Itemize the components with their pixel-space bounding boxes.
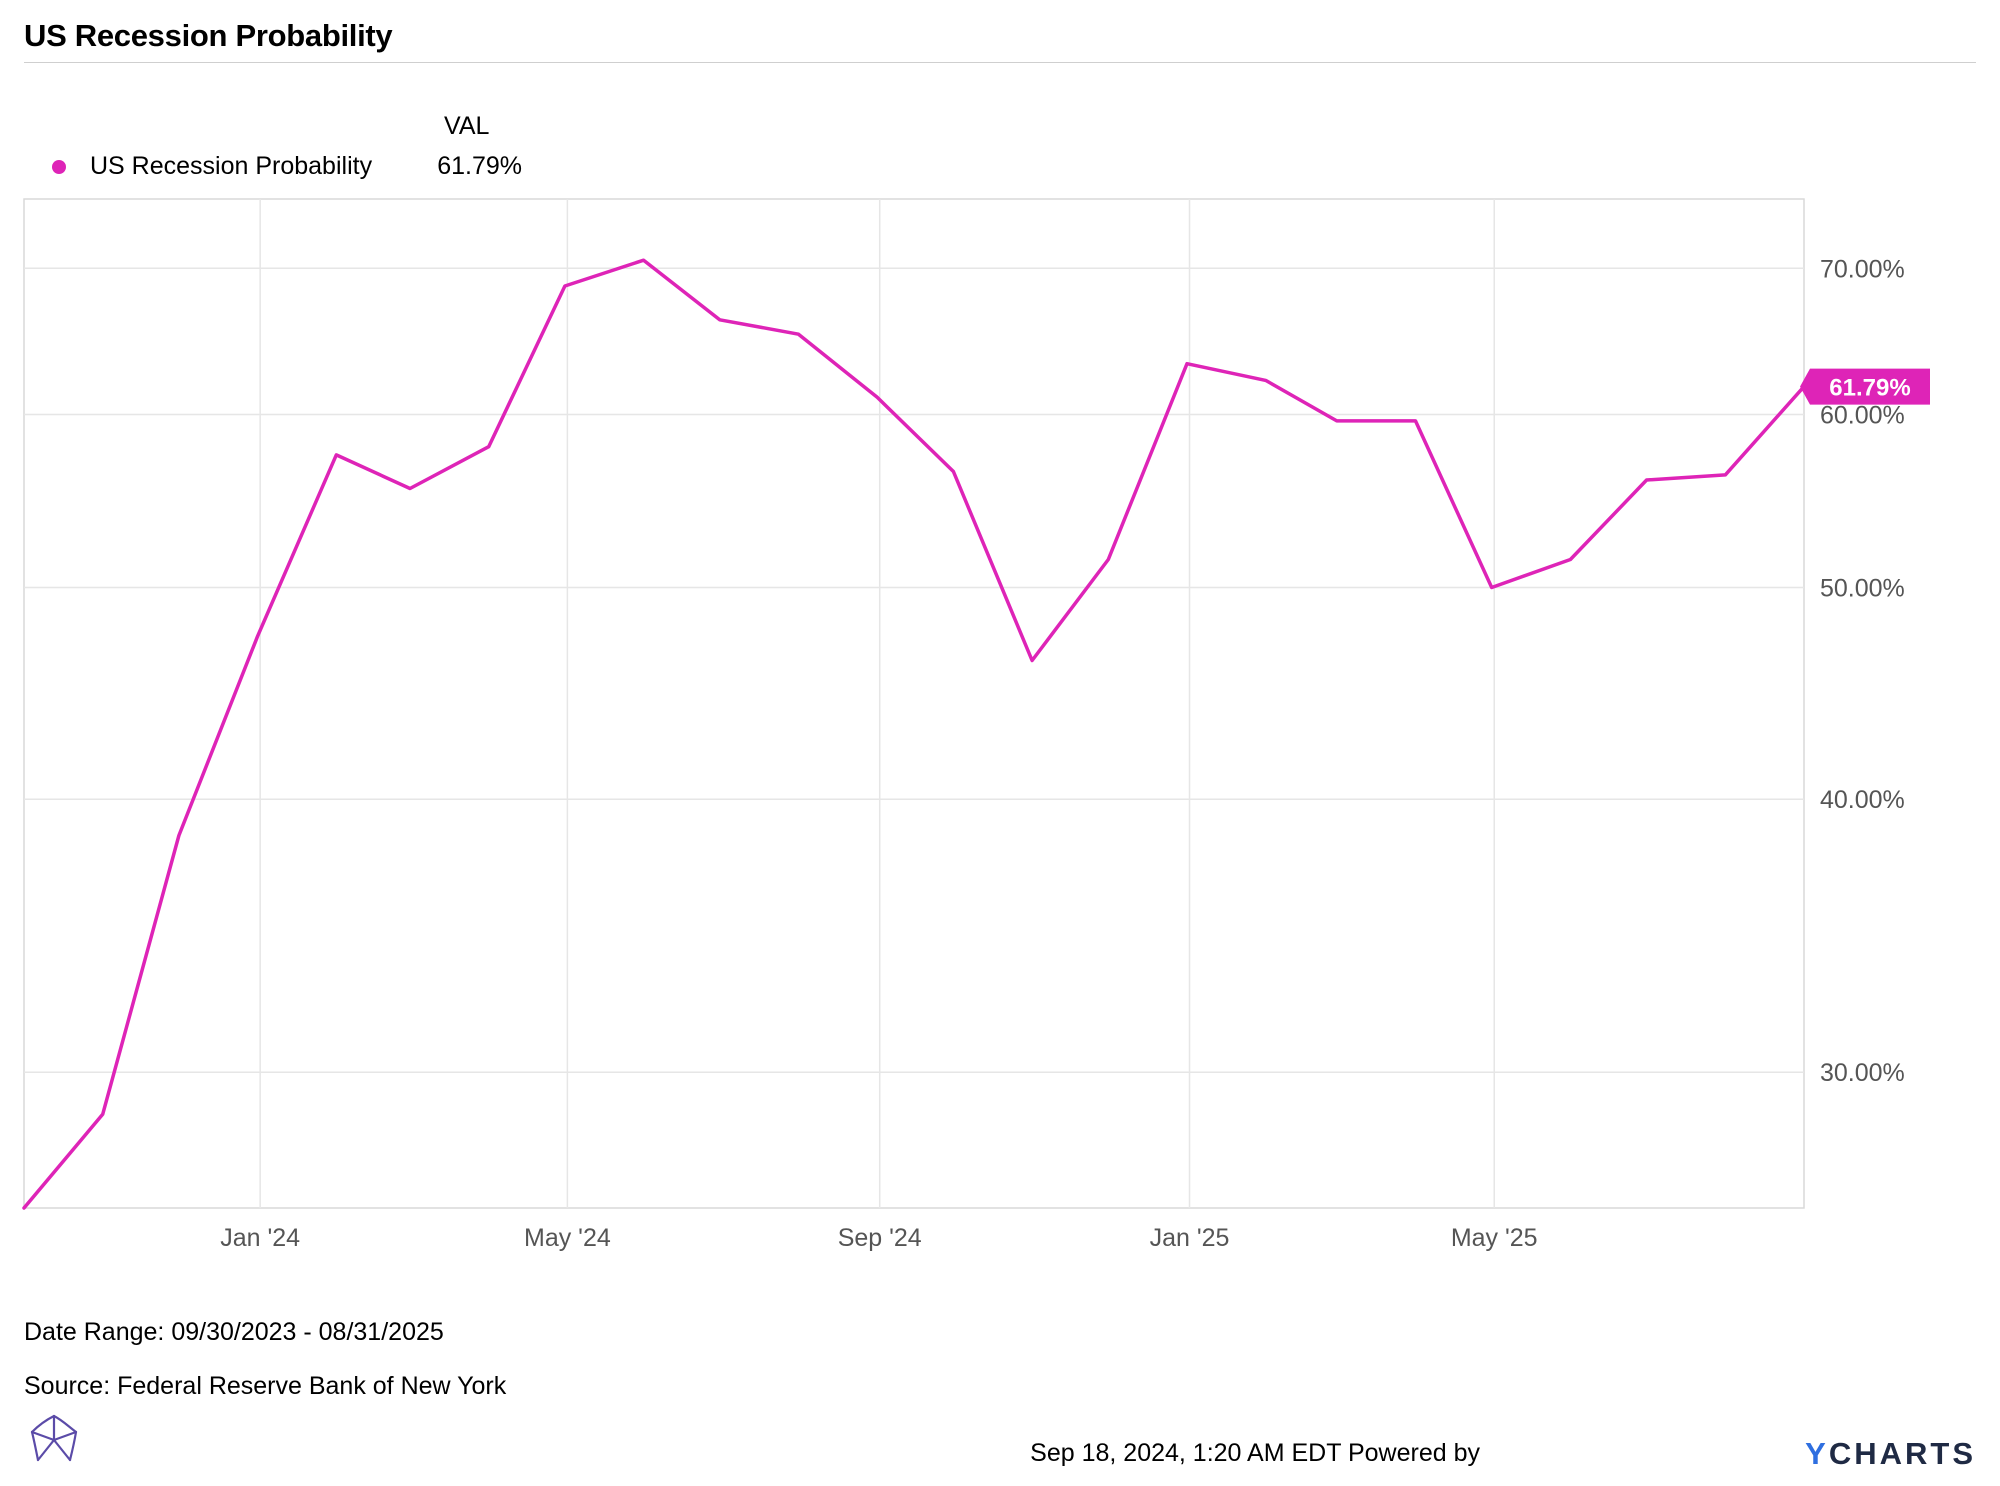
last-value-label: 61.79%: [1829, 375, 1910, 402]
legend-series-value: 61.79%: [437, 152, 522, 180]
source-text: Source: Federal Reserve Bank of New York: [24, 1372, 507, 1400]
y-axis-ticks: 30.00% 40.00% 50.00% 60.00% 70.00%: [1820, 255, 1905, 1087]
x-tick-label: Sep '24: [838, 1224, 922, 1252]
legend-column-header: VAL: [444, 112, 490, 140]
plot-area-border: [23, 198, 1805, 1209]
series-layer: [22, 258, 1806, 1210]
ycharts-logo-icon: [30, 1414, 78, 1462]
grid-lines: [24, 199, 1804, 1208]
legend-item[interactable]: US Recession Probability 61.79%: [52, 152, 522, 182]
brand-wordmark[interactable]: YCHARTS: [1805, 1436, 1976, 1472]
x-axis-ticks: Jan '24 May '24 Sep '24 Jan '25 May '25: [220, 1224, 1537, 1252]
last-value-tag: [1800, 368, 1930, 405]
x-tick-label: Jan '25: [1150, 1224, 1230, 1252]
chart-title: US Recession Probability: [24, 18, 393, 53]
x-tick-label: May '25: [1451, 1224, 1538, 1252]
title-divider: [24, 62, 1976, 63]
legend-series-name: US Recession Probability: [90, 152, 373, 180]
brand-rest: CHARTS: [1828, 1436, 1976, 1471]
brand-prefix: Y: [1805, 1436, 1829, 1471]
series-line[interactable]: [22, 258, 1806, 1210]
timestamp-text: Sep 18, 2024, 1:20 AM EDT Powered by: [1030, 1439, 1480, 1467]
x-tick-label: Jan '24: [220, 1224, 300, 1252]
date-range-text: Date Range: 09/30/2023 - 08/31/2025: [24, 1318, 444, 1346]
y-tick-label: 70.00%: [1820, 255, 1905, 283]
y-tick-label: 60.00%: [1820, 402, 1905, 430]
y-tick-label: 40.00%: [1820, 786, 1905, 814]
x-tick-label: May '24: [524, 1224, 611, 1252]
y-tick-label: 50.00%: [1820, 575, 1905, 603]
last-value-layer: 61.79%: [1800, 368, 1930, 405]
legend-marker-icon: [52, 160, 66, 174]
y-tick-label: 30.00%: [1820, 1059, 1905, 1087]
